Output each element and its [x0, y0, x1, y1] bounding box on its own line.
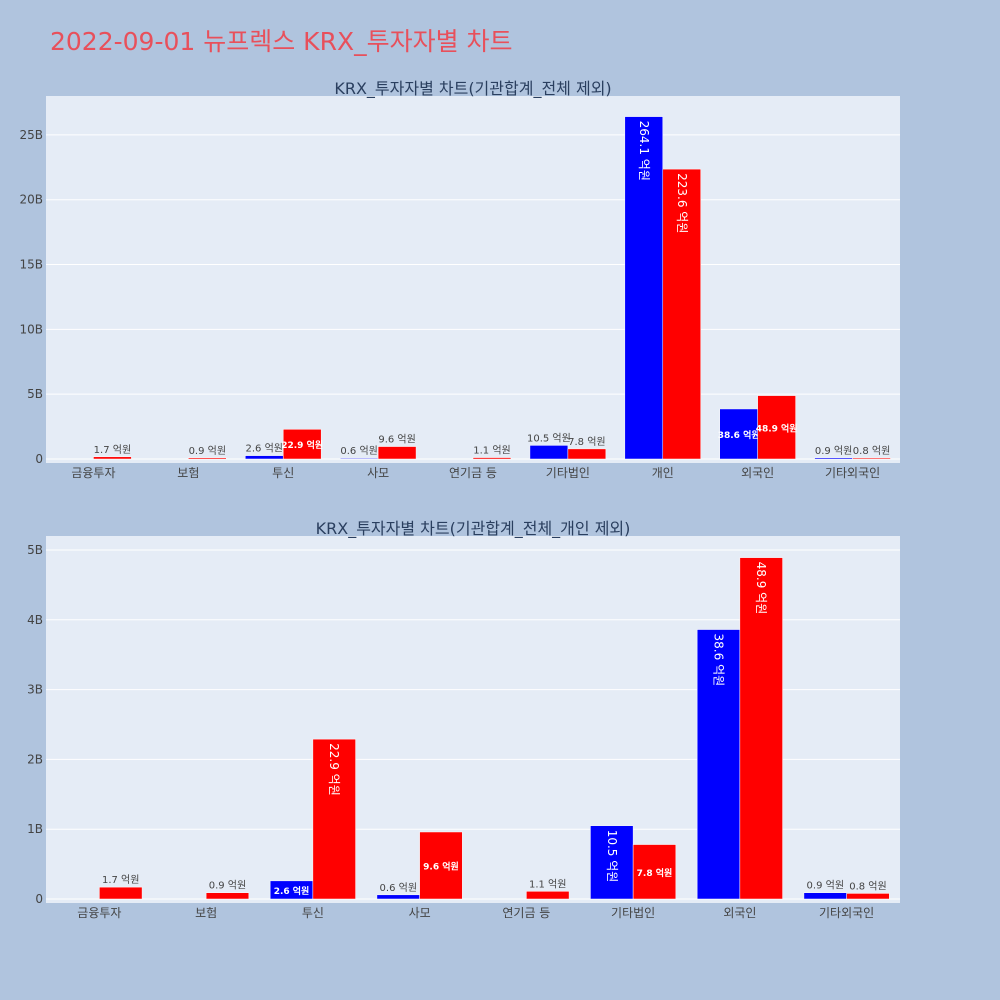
data-label: 0.9 억원: [807, 880, 844, 892]
data-label: 2.6 억원: [274, 885, 310, 897]
chart-title: KRX_투자자별 차트(기관합계_전체_개인 제외): [316, 519, 631, 539]
bar: [696, 629, 741, 900]
bar: [526, 891, 570, 900]
x-tick-label: 기타법인: [546, 466, 590, 480]
bar: [312, 738, 356, 900]
page-title: 2022-09-01 뉴프렉스 KRX_투자자별 차트: [50, 27, 513, 56]
data-label: 10.5 억원: [527, 432, 571, 444]
x-tick-label: 외국인: [741, 466, 774, 480]
data-label: 264.1 억원: [637, 121, 651, 181]
y-tick-label: 1B: [27, 822, 43, 836]
data-label: 48.9 억원: [754, 562, 768, 615]
bar: [472, 457, 512, 460]
x-tick-label: 연기금 등: [502, 906, 550, 920]
data-label: 0.9 억원: [815, 445, 852, 457]
data-label: 48.9 억원: [756, 422, 798, 434]
bar: [99, 886, 143, 900]
data-label: 10.5 억원: [605, 830, 619, 883]
chart-top: 0 5B 10B 15B 20B 25B KRX_투자자별 차트(기관합계_전체 제외) 금융…: [19, 79, 900, 480]
x-tick-label: 사모: [409, 906, 431, 920]
chart-title: KRX_투자자별 차트(기관합계_전체 제외): [334, 79, 611, 99]
bar: [377, 446, 417, 460]
bar: [93, 456, 132, 460]
x-tick-label: 보험: [195, 906, 217, 920]
y-tick-label: 5B: [27, 387, 43, 401]
data-label: 0.9 억원: [189, 445, 226, 457]
chart-bottom: 0 1B 2B 3B 4B 5B KRX_투자자별 차트(기관합계_전체_개인 제외) 금융투…: [27, 519, 900, 920]
y-tick-label: 2B: [27, 752, 43, 766]
data-label: 0.6 억원: [380, 882, 417, 894]
x-tick-label: 투신: [272, 466, 294, 480]
bar: [719, 408, 758, 460]
bar: [624, 116, 664, 460]
data-label: 7.8 억원: [568, 436, 605, 448]
data-label: 38.6 억원: [712, 634, 726, 687]
data-label: 9.6 억원: [423, 860, 459, 872]
data-label: 9.6 억원: [378, 434, 415, 446]
bar: [739, 557, 783, 900]
data-label: 1.7 억원: [94, 444, 131, 456]
bar: [590, 825, 634, 900]
data-label: 7.8 억원: [637, 867, 673, 879]
y-tick-label: 15B: [19, 258, 43, 272]
y-tick-label: 20B: [19, 193, 43, 207]
bar: [419, 831, 463, 900]
x-tick-label: 외국인: [723, 906, 756, 920]
data-label: 2.6 억원: [246, 443, 283, 455]
x-tick-label: 기타법인: [611, 906, 655, 920]
bar: [846, 893, 890, 900]
data-label: 1.1 억원: [529, 878, 566, 890]
y-tick-label: 5B: [27, 543, 43, 557]
data-label: 38.6 억원: [718, 429, 760, 441]
x-tick-label: 보험: [177, 466, 199, 480]
bar: [376, 894, 420, 900]
bar: [567, 448, 607, 460]
x-tick-label: 개인: [652, 466, 674, 480]
bar: [852, 457, 891, 460]
y-tick-label: 0: [35, 452, 43, 466]
x-tick-label: 투신: [302, 906, 324, 920]
bar: [803, 892, 847, 900]
data-label: 0.9 억원: [209, 880, 246, 892]
bar: [814, 457, 853, 460]
data-label: 1.7 억원: [102, 874, 139, 886]
bar: [188, 457, 227, 460]
y-tick-label: 4B: [27, 613, 43, 627]
x-tick-label: 기타외국인: [825, 466, 880, 480]
y-tick-label: 3B: [27, 683, 43, 697]
bar: [662, 168, 701, 460]
data-label: 0.8 억원: [853, 445, 890, 457]
data-label: 223.6 억원: [675, 173, 689, 233]
bar: [245, 455, 284, 460]
y-tick-label: 0: [35, 892, 43, 906]
y-tick-label: 10B: [19, 322, 43, 336]
y-tick-label: 25B: [19, 128, 43, 142]
x-tick-label: 금융투자: [77, 906, 121, 920]
bar: [205, 892, 250, 900]
x-tick-label: 금융투자: [71, 466, 115, 480]
x-tick-label: 기타외국인: [819, 906, 874, 920]
data-label: 0.6 억원: [340, 445, 377, 457]
data-label: 0.8 억원: [849, 880, 886, 892]
data-label: 22.9 억원: [281, 439, 323, 451]
data-label: 1.1 억원: [473, 445, 510, 457]
x-tick-label: 사모: [367, 466, 389, 480]
bar: [282, 429, 322, 460]
bar: [529, 445, 569, 460]
data-label: 22.9 억원: [327, 743, 341, 796]
bar: [632, 844, 677, 900]
bar: [757, 395, 796, 460]
x-tick-label: 연기금 등: [449, 466, 497, 480]
bar: [339, 457, 379, 460]
